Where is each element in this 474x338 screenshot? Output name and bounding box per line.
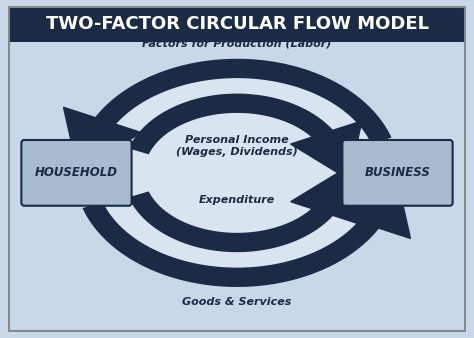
Text: Expenditure: Expenditure (199, 195, 275, 205)
Ellipse shape (96, 78, 378, 268)
FancyBboxPatch shape (342, 140, 453, 206)
FancyBboxPatch shape (8, 6, 466, 42)
Polygon shape (291, 166, 362, 225)
Text: BUSINESS: BUSINESS (365, 166, 430, 179)
Polygon shape (82, 202, 392, 287)
FancyBboxPatch shape (21, 140, 132, 206)
Text: Factors for Production (Labor): Factors for Production (Labor) (142, 38, 332, 48)
Polygon shape (64, 107, 141, 172)
Polygon shape (128, 94, 346, 154)
Polygon shape (333, 174, 410, 238)
Text: HOUSEHOLD: HOUSEHOLD (35, 166, 118, 179)
Polygon shape (291, 121, 362, 180)
Text: Personal Income
(Wages, Dividends): Personal Income (Wages, Dividends) (176, 135, 298, 156)
Polygon shape (128, 191, 346, 252)
Text: TWO-FACTOR CIRCULAR FLOW MODEL: TWO-FACTOR CIRCULAR FLOW MODEL (46, 15, 428, 33)
Text: Goods & Services: Goods & Services (182, 297, 292, 308)
Polygon shape (82, 59, 392, 144)
